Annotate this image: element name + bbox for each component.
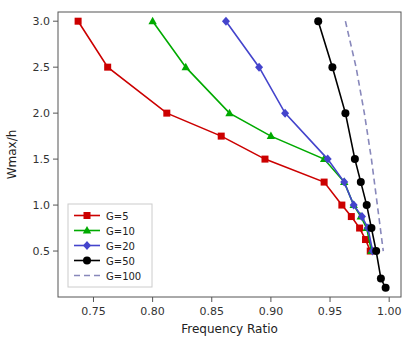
point	[267, 132, 275, 140]
point	[148, 17, 156, 25]
y-tick	[53, 113, 58, 114]
point	[255, 63, 263, 72]
y-tick	[53, 251, 58, 252]
legend-label: G=20	[106, 241, 135, 252]
point	[321, 179, 328, 186]
y-tick-label: 0.5	[33, 245, 51, 258]
chart: 0.75 0.80 0.85 0.90 0.95 1.00 0.5 1.0 1.5 2.0 2.5 3…	[0, 0, 413, 343]
x-tick-label: 0.95	[318, 305, 343, 318]
y-tick-label: 1.5	[33, 153, 51, 166]
series-line	[318, 21, 385, 288]
point	[328, 63, 336, 71]
point	[340, 178, 348, 187]
y-tick-label: 3.0	[33, 15, 51, 28]
point	[324, 155, 332, 164]
plot-area	[75, 17, 390, 292]
y-tick	[53, 67, 58, 68]
point	[341, 109, 349, 117]
x-tick	[330, 297, 331, 302]
legend-marker	[83, 241, 91, 250]
point	[372, 247, 380, 255]
plot-frame	[58, 12, 401, 297]
series	[314, 17, 389, 292]
legend-label: G=10	[106, 226, 135, 237]
y-tick-label: 2.0	[33, 107, 51, 120]
y-tick	[53, 21, 58, 22]
x-tick-label: 0.85	[200, 305, 225, 318]
background	[0, 0, 413, 343]
point	[348, 213, 355, 220]
point	[350, 201, 358, 210]
y-axis-label: Wmax/h	[5, 130, 19, 180]
x-tick-label: 0.90	[259, 305, 284, 318]
series	[148, 17, 375, 254]
series	[345, 21, 383, 251]
legend-swatch	[74, 275, 100, 277]
y-tick	[53, 159, 58, 160]
point	[75, 18, 82, 25]
point	[338, 202, 345, 209]
y-tick	[53, 205, 58, 206]
point	[351, 155, 359, 163]
point	[358, 212, 366, 221]
legend-marker	[83, 257, 91, 265]
point	[104, 64, 111, 71]
point	[382, 284, 390, 292]
x-axis-label: Frequency Ratio	[181, 322, 278, 336]
y-tick-label: 2.5	[33, 61, 51, 74]
x-tick	[152, 297, 153, 302]
point	[182, 63, 190, 71]
y-tick-label: 1.0	[33, 199, 51, 212]
legend-label: G=50	[106, 256, 135, 267]
x-tick	[270, 297, 271, 302]
legend-marker	[83, 226, 91, 234]
series-line	[153, 21, 372, 251]
legend-label: G=5	[106, 211, 129, 222]
point	[367, 224, 375, 232]
legend-label: G=100	[106, 271, 141, 282]
x-tick	[211, 297, 212, 302]
axes: 0.75 0.80 0.85 0.90 0.95 1.00 0.5 1.0 1.5 2.0 2.5 3…	[33, 12, 402, 318]
x-tick	[389, 297, 390, 302]
x-tick-label: 0.80	[140, 305, 165, 318]
legend: G=5 G=10 G=20 G=50 G=100	[68, 204, 152, 287]
point	[363, 201, 371, 209]
x-tick	[93, 297, 94, 302]
legend-marker	[84, 212, 91, 219]
series-line	[78, 21, 370, 251]
point	[218, 133, 225, 140]
point	[163, 110, 170, 117]
point	[222, 17, 230, 26]
x-tick-label: 1.00	[377, 305, 402, 318]
point	[314, 17, 322, 25]
series-line	[345, 21, 383, 251]
x-tick-label: 0.75	[81, 305, 106, 318]
point	[356, 225, 363, 232]
point	[261, 156, 268, 163]
point	[281, 109, 289, 118]
point	[377, 275, 385, 283]
legend-box	[68, 204, 152, 287]
point	[225, 109, 233, 117]
point	[357, 178, 365, 186]
